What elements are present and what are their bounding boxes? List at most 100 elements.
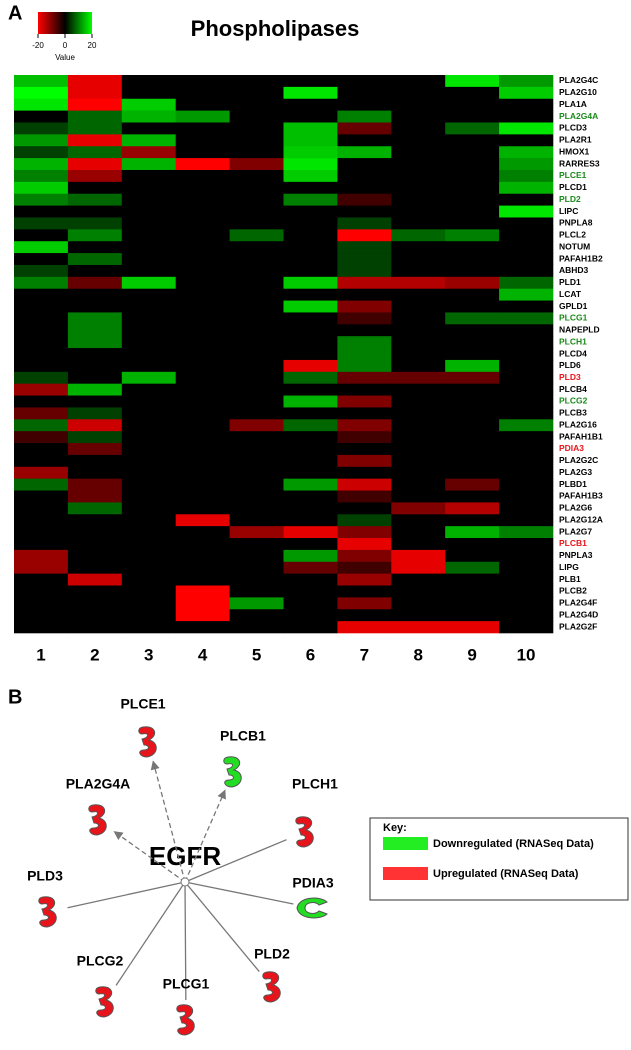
heatmap-cell [391,181,446,195]
heatmap-cell [337,146,392,159]
heatmap-cell [283,395,338,408]
edge [67,881,186,909]
heatmap-cell [229,98,284,111]
key-label: Upregulated (RNASeq Data) [433,868,579,880]
heatmap-cell [391,75,446,88]
row-label: LCAT [559,289,582,299]
heatmap-cell [283,300,338,313]
heatmap-cell [445,359,500,373]
heatmap-cell [229,466,284,479]
heatmap-cell [445,538,500,551]
heatmap-cell [14,276,69,290]
heatmap-cell [391,264,446,278]
row-label: PLD6 [559,360,581,370]
heatmap-cell [121,110,176,123]
heatmap-cell [229,585,284,598]
heatmap-cell [337,264,392,278]
heatmap-cell [14,205,69,218]
heatmap-cell [229,502,284,515]
heatmap-cell [175,502,230,515]
heatmap-cell [121,146,176,159]
heatmap-cell [337,597,392,610]
heatmap-cell [391,288,446,301]
heatmap-cell [445,146,500,159]
heatmap-cell [229,478,284,491]
row-label: PLB1 [559,574,581,584]
heatmap-cell [391,621,446,634]
heatmap-cell [67,502,123,515]
heatmap-cell [499,86,554,100]
heatmap-cell [67,134,123,147]
heatmap-cell [337,217,392,230]
heatmap-cell [283,443,338,456]
edge [113,831,186,883]
heatmap-cell [121,348,176,361]
heatmap-cell [283,288,338,301]
node-label: PLD2 [254,946,290,962]
heatmap-cell [121,300,176,313]
heatmap-cell [121,193,176,206]
heatmap-cell [499,253,554,266]
chart-title: Phospholipases [191,16,360,41]
heatmap-cell [121,443,176,456]
heatmap-cell [499,549,554,563]
heatmap-cell [14,466,69,479]
heatmap-cell [283,348,338,361]
heatmap-cell [337,336,392,349]
heatmap-cell [337,348,392,361]
heatmap-cell [283,217,338,230]
heatmap-cell [14,75,69,88]
row-label: RARRES3 [559,158,600,168]
heatmap-cell [499,205,554,218]
row-label: PAFAH1B2 [559,253,603,263]
edge [184,881,187,1001]
heatmap-cell [283,407,338,420]
heatmap-cell [391,324,446,337]
heatmap-cell [175,264,230,278]
heatmap-cell [391,241,446,254]
heatmap-cell [229,359,284,373]
heatmap-cell [121,431,176,444]
heatmap-cell [67,241,123,254]
heatmap-cell [391,169,446,183]
heatmap-cell [391,359,446,373]
heatmap-cell [499,538,554,551]
heatmap-cell [337,431,392,444]
colorbar [38,12,92,34]
heatmap-cell [229,597,284,610]
heatmap-cell [14,407,69,420]
heatmap-cell [175,466,230,479]
heatmap-cell [14,229,69,242]
heatmap-cell [14,597,69,610]
heatmap-cell [499,502,554,515]
heatmap-cell [229,407,284,420]
heatmap-cell [337,502,392,515]
heatmap-cell [67,312,123,325]
heatmap-cell [499,122,554,135]
heatmap-cell [67,193,123,206]
heatmap-cell [67,300,123,313]
heatmap-cell [121,573,176,586]
heatmap-cell [283,336,338,349]
heatmap-cell [283,122,338,135]
heatmap-cell [337,253,392,266]
heatmap-cell [445,300,500,313]
heatmap-cell [121,407,176,420]
node-label: PDIA3 [292,875,333,891]
heatmap-cell [121,621,176,634]
heatmap-cell [14,549,69,563]
heatmap-cell [337,288,392,301]
heatmap-cell [391,110,446,123]
heatmap-cell [337,621,392,634]
heatmap-cell [337,300,392,313]
column-label: 7 [360,645,369,664]
heatmap-cell [499,181,554,195]
heatmap-cell [121,253,176,266]
heatmap-cell [283,454,338,468]
heatmap-cell [14,609,69,622]
heatmap-cell [67,419,123,432]
heatmap-cell [283,561,338,574]
heatmap-cell [337,383,392,396]
heatmap-cell [14,454,69,468]
heatmap-cell [229,419,284,432]
